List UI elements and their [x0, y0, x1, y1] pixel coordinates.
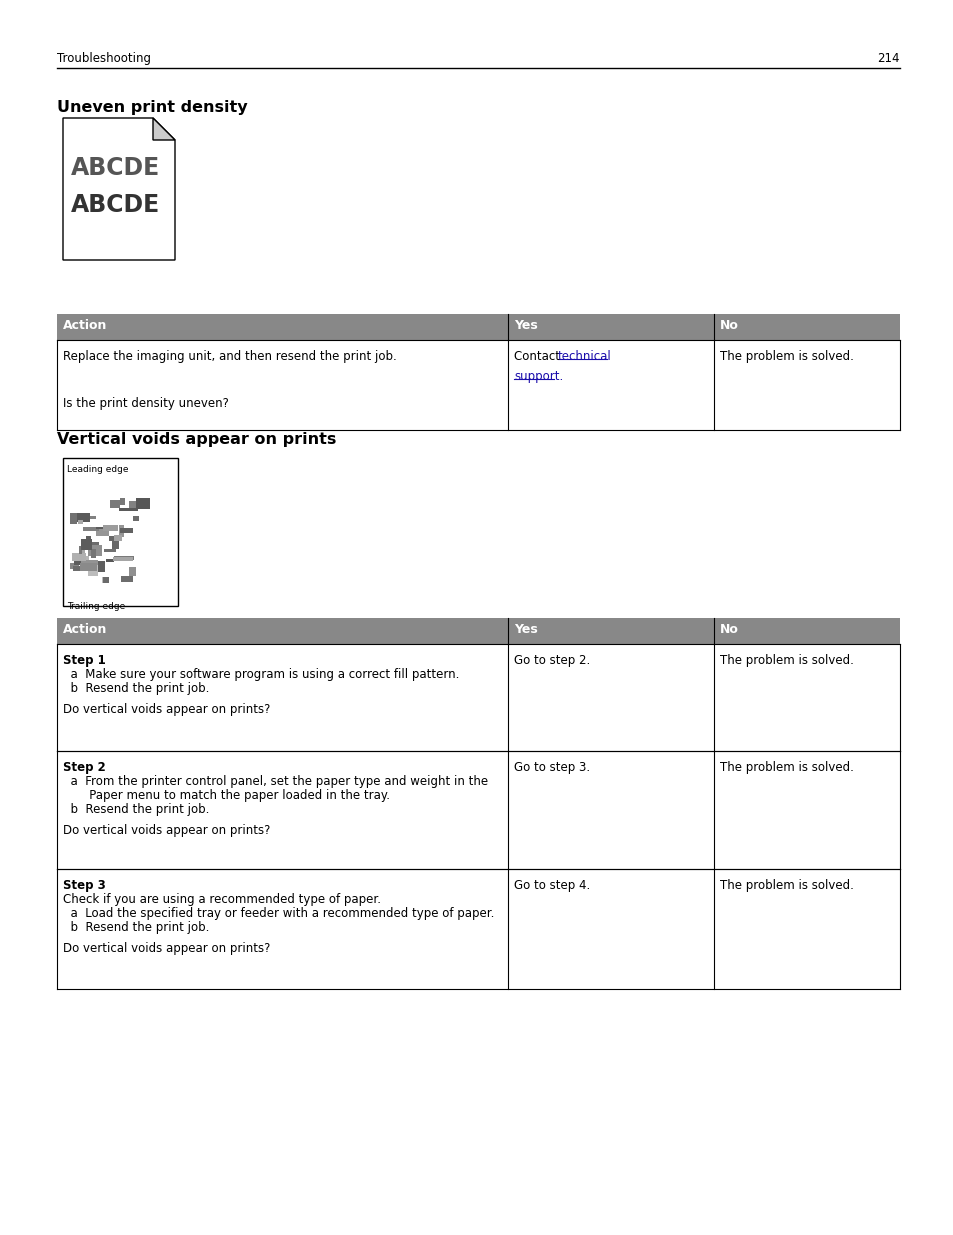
Bar: [80, 563, 97, 571]
Bar: [121, 576, 132, 582]
Bar: [129, 501, 137, 510]
Text: Go to step 4.: Go to step 4.: [514, 879, 590, 892]
Bar: [91, 561, 105, 572]
Bar: [112, 540, 119, 550]
Text: Step 2: Step 2: [63, 761, 106, 774]
Text: ABCDE: ABCDE: [71, 156, 160, 180]
Bar: [76, 513, 90, 522]
Bar: [81, 548, 85, 557]
Bar: [78, 520, 83, 524]
Bar: [110, 500, 120, 508]
Bar: [136, 498, 150, 509]
Text: Is the print density uneven?: Is the print density uneven?: [63, 396, 229, 410]
Text: Go to step 3.: Go to step 3.: [514, 761, 590, 774]
Bar: [103, 525, 118, 531]
Text: Yes: Yes: [514, 319, 537, 332]
Bar: [85, 556, 89, 567]
Bar: [81, 538, 91, 550]
Bar: [63, 458, 178, 606]
Text: Vertical voids appear on prints: Vertical voids appear on prints: [57, 432, 336, 447]
Text: technical: technical: [558, 350, 611, 363]
Text: a  Load the specified tray or feeder with a recommended type of paper.: a Load the specified tray or feeder with…: [63, 906, 494, 920]
Text: Troubleshooting: Troubleshooting: [57, 52, 151, 65]
Text: a  From the printer control panel, set the paper type and weight in the: a From the printer control panel, set th…: [63, 776, 488, 788]
Text: Action: Action: [63, 622, 108, 636]
Text: support.: support.: [514, 370, 562, 383]
Bar: [113, 535, 122, 541]
Bar: [106, 559, 113, 562]
Bar: [108, 559, 112, 562]
Bar: [120, 529, 132, 534]
Text: The problem is solved.: The problem is solved.: [720, 761, 853, 774]
Bar: [88, 545, 102, 556]
Bar: [57, 314, 899, 340]
Text: The problem is solved.: The problem is solved.: [720, 350, 853, 363]
Text: Do vertical voids appear on prints?: Do vertical voids appear on prints?: [63, 942, 270, 955]
Bar: [96, 527, 111, 529]
Bar: [74, 556, 89, 564]
Bar: [85, 516, 96, 519]
Text: Action: Action: [63, 319, 108, 332]
Text: Do vertical voids appear on prints?: Do vertical voids appear on prints?: [63, 703, 270, 716]
Bar: [119, 525, 124, 537]
Text: Contact: Contact: [514, 350, 563, 363]
Text: The problem is solved.: The problem is solved.: [720, 655, 853, 667]
Bar: [71, 553, 86, 561]
Bar: [81, 559, 98, 569]
Text: Replace the imaging unit, and then resend the print job.: Replace the imaging unit, and then resen…: [63, 350, 396, 363]
Polygon shape: [63, 119, 174, 261]
Text: Yes: Yes: [514, 622, 537, 636]
Bar: [91, 550, 96, 558]
Bar: [73, 566, 85, 571]
Bar: [112, 557, 132, 561]
Text: No: No: [720, 622, 739, 636]
Text: b  Resend the print job.: b Resend the print job.: [63, 682, 209, 695]
Bar: [96, 527, 109, 536]
Text: Step 1: Step 1: [63, 655, 106, 667]
Bar: [70, 563, 79, 569]
Bar: [92, 564, 97, 571]
Bar: [132, 516, 139, 521]
Bar: [86, 536, 91, 543]
Text: Uneven print density: Uneven print density: [57, 100, 248, 115]
Text: Paper menu to match the paper loaded in the tray.: Paper menu to match the paper loaded in …: [63, 789, 390, 802]
Text: ABCDE: ABCDE: [71, 193, 160, 217]
Bar: [70, 513, 77, 524]
Text: b  Resend the print job.: b Resend the print job.: [63, 921, 209, 934]
Text: b  Resend the print job.: b Resend the print job.: [63, 803, 209, 816]
Bar: [57, 618, 899, 643]
Text: Step 3: Step 3: [63, 879, 106, 892]
Bar: [102, 577, 107, 583]
Text: Check if you are using a recommended type of paper.: Check if you are using a recommended typ…: [63, 893, 380, 906]
Bar: [91, 542, 99, 545]
Bar: [79, 546, 82, 555]
Bar: [119, 508, 138, 511]
Polygon shape: [152, 119, 174, 140]
Bar: [88, 564, 98, 576]
Text: Do vertical voids appear on prints?: Do vertical voids appear on prints?: [63, 824, 270, 837]
Bar: [104, 550, 116, 552]
Text: 214: 214: [877, 52, 899, 65]
Text: Trailing edge: Trailing edge: [67, 601, 125, 611]
Text: Leading edge: Leading edge: [67, 466, 129, 474]
Bar: [129, 567, 136, 576]
Bar: [113, 556, 133, 559]
Text: Go to step 2.: Go to step 2.: [514, 655, 590, 667]
Text: a  Make sure your software program is using a correct fill pattern.: a Make sure your software program is usi…: [63, 668, 459, 680]
Text: No: No: [720, 319, 739, 332]
Bar: [103, 577, 109, 583]
Bar: [83, 527, 99, 531]
Bar: [109, 536, 113, 541]
Bar: [120, 498, 125, 505]
Text: The problem is solved.: The problem is solved.: [720, 879, 853, 892]
